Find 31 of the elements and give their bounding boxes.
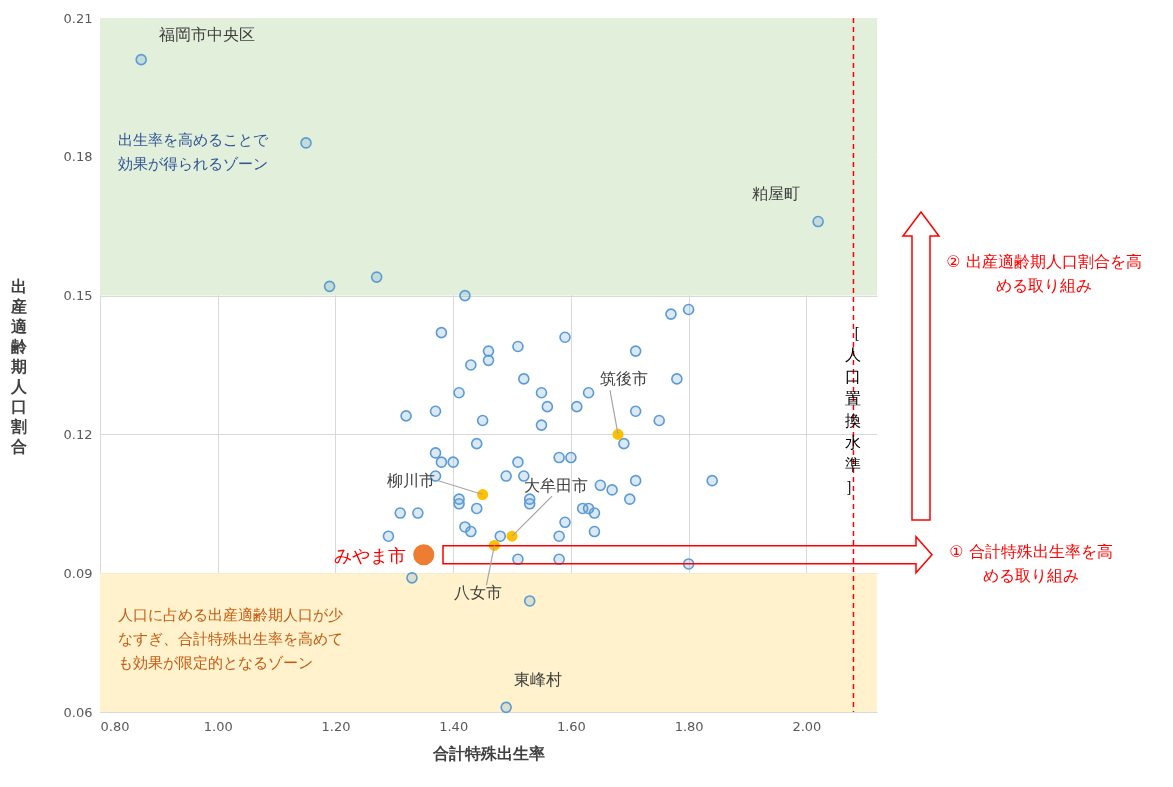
text: 出産適齢期人口割合	[10, 276, 27, 456]
annotation: 東峰村	[514, 670, 563, 690]
text: ① 合計特殊出生率を高める取り組み	[948, 541, 1114, 587]
x-tick-label: 1.80	[674, 718, 704, 734]
point	[477, 489, 489, 501]
x-tick-label: 1.60	[556, 718, 586, 734]
annotation: 八女市	[454, 583, 503, 603]
x-axis-title: 合計特殊出生率	[432, 743, 545, 763]
x-tick-label: 1.00	[203, 718, 233, 734]
annotation: 柳川市	[386, 470, 435, 490]
y-tick-label: 0.09	[63, 565, 93, 581]
annotation: みやま市	[333, 544, 406, 566]
annotation: 粕屋町	[752, 183, 801, 203]
y-tick-label: 0.06	[63, 704, 93, 720]
y-tick-label: 0.12	[63, 426, 93, 442]
x-tick-label: 2.00	[792, 718, 822, 734]
annotation: 筑後市	[600, 369, 648, 389]
x-tick-label: 1.40	[439, 718, 469, 734]
text: ② 出産適齢期人口割合を高める取り組み	[945, 251, 1143, 297]
ref-line-label: ［人口置換水準］	[845, 322, 862, 498]
y-tick-label: 0.18	[63, 149, 93, 165]
y-tick-label: 0.21	[63, 10, 93, 26]
x-tick-label: 0.80	[100, 718, 130, 734]
point	[413, 544, 435, 566]
band-label: 人口に占める出産適齢期人口が少なすぎ、合計特殊出生率を高めても効果が限定的となるゾーン	[118, 605, 344, 675]
x-tick-label: 1.20	[321, 718, 351, 734]
band-label: 出生率を高めることで効果が得られるゾーン	[118, 130, 269, 175]
annotation: 大牟田市	[524, 476, 589, 496]
annotation: 福岡市中央区	[159, 24, 256, 44]
y-tick-label: 0.15	[63, 288, 93, 304]
point	[612, 428, 624, 440]
